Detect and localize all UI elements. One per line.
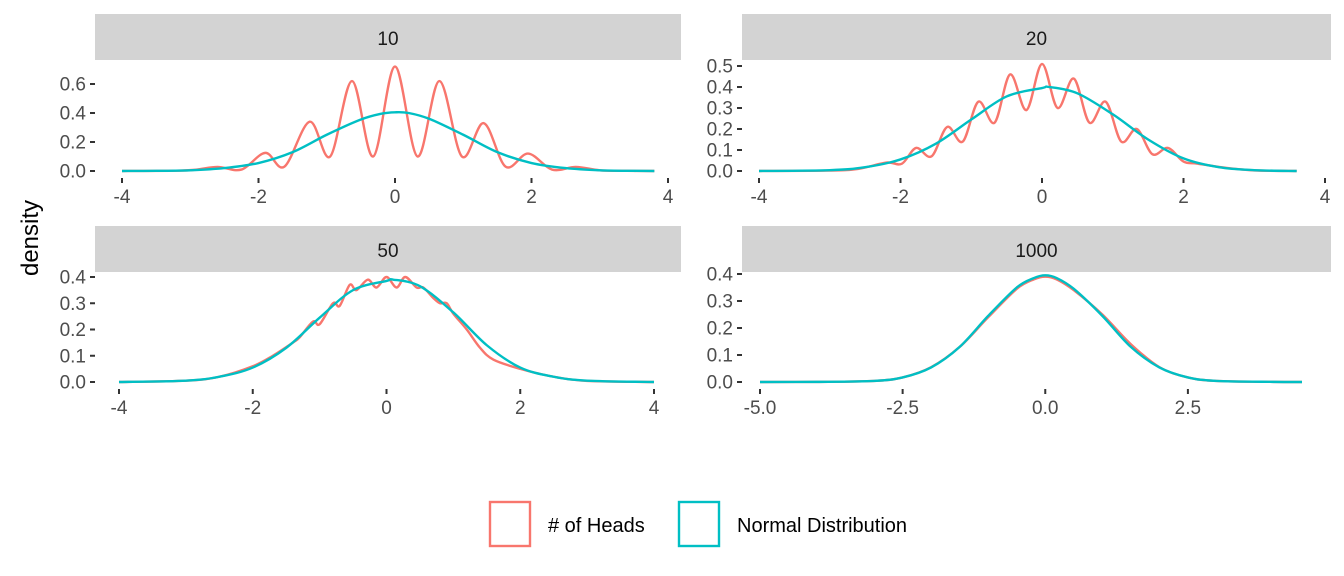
series-line-normal bbox=[758, 85, 1297, 173]
x-tick-label: 0 bbox=[381, 398, 392, 419]
x-tick-label: 4 bbox=[663, 187, 674, 208]
strip-background bbox=[95, 226, 681, 272]
legend: # of Heads Normal Distribution bbox=[488, 500, 907, 548]
y-tick-label: 0.5 bbox=[707, 57, 733, 78]
x-tick-label: -2 bbox=[250, 187, 267, 208]
legend-label: # of Heads bbox=[548, 515, 645, 537]
x-tick-label: 2.5 bbox=[1175, 398, 1201, 419]
x-tick-label: -4 bbox=[114, 187, 131, 208]
panel-20: 20 0.00.10.20.30.40.5 -4 -2 0 2 4 bbox=[707, 14, 1331, 208]
series-line-normal bbox=[121, 110, 655, 173]
y-tick-label: 0.3 bbox=[60, 294, 86, 315]
y-tick-label: 0.0 bbox=[60, 373, 86, 394]
y-tick-label: 0.2 bbox=[60, 133, 86, 154]
strip-label: 1000 bbox=[1015, 241, 1057, 262]
x-tick-label: -4 bbox=[751, 187, 768, 208]
legend-key bbox=[488, 500, 532, 548]
y-tick-label: 0.1 bbox=[707, 141, 733, 162]
x-tick-label: -5.0 bbox=[744, 398, 777, 419]
y-axis-label: density bbox=[17, 200, 44, 276]
x-tick-label: -2.5 bbox=[886, 398, 919, 419]
x-tick-label: 2 bbox=[526, 187, 537, 208]
strip-label: 50 bbox=[377, 241, 398, 262]
y-tick-label: 0.4 bbox=[707, 265, 734, 286]
y-tick-label: 0.4 bbox=[60, 104, 87, 125]
y-tick-label: 0.0 bbox=[707, 373, 733, 394]
y-tick-label: 0.6 bbox=[60, 75, 86, 96]
x-tick-label: 4 bbox=[1320, 187, 1331, 208]
panels: 100.00.20.40.6-4 -2 0 2 4200.00.10.20.30.40.… bbox=[60, 14, 1331, 419]
series-line-normal bbox=[759, 274, 1303, 384]
strip-label: 20 bbox=[1026, 29, 1047, 50]
x-tick-label: 4 bbox=[649, 398, 660, 419]
panel-50: 50 0.0 0.1 0.2 0.3 0.4 -4 -2 0 2 4 bbox=[60, 226, 681, 419]
panel-1000: 1000 0.0 0.1 0.2 0.3 0.4 -5.0 -2.5 0.0 2.5 bbox=[707, 226, 1331, 419]
legend-key bbox=[677, 500, 721, 548]
y-tick-label: 0.1 bbox=[707, 346, 733, 367]
legend-label: Normal Distribution bbox=[737, 515, 907, 537]
x-tick-label: 2 bbox=[515, 398, 526, 419]
y-tick-label: 0.0 bbox=[60, 162, 86, 183]
x-tick-label: -2 bbox=[244, 398, 261, 419]
x-tick-label: 0 bbox=[1037, 187, 1048, 208]
series-line-heads bbox=[121, 65, 655, 173]
y-tick-label: 0.2 bbox=[60, 320, 86, 341]
strip-label: 10 bbox=[377, 29, 398, 50]
strip-background bbox=[95, 14, 681, 60]
panel-10: 10 0.0 0.2 0.4 0.6 -4 -2 0 2 4 bbox=[60, 14, 681, 208]
x-tick-label: -2 bbox=[892, 187, 909, 208]
x-tick-label: 0 bbox=[390, 187, 401, 208]
series-line-heads bbox=[758, 62, 1297, 173]
y-tick-label: 0.3 bbox=[707, 99, 733, 120]
y-tick-label: 0.4 bbox=[707, 78, 734, 99]
strip-background bbox=[742, 14, 1331, 60]
y-tick-label: 0.1 bbox=[60, 346, 86, 367]
y-tick-label: 0.2 bbox=[707, 319, 733, 340]
y-tick-label: 0.2 bbox=[707, 120, 733, 141]
y-tick-label: 0.4 bbox=[60, 268, 87, 289]
y-tick-label: 0.0 bbox=[707, 162, 733, 183]
strip-background bbox=[742, 226, 1331, 272]
y-tick-label: 0.3 bbox=[707, 292, 733, 313]
x-tick-label: 0.0 bbox=[1032, 398, 1058, 419]
series-line-heads bbox=[759, 275, 1303, 384]
x-tick-label: -4 bbox=[111, 398, 128, 419]
series-line-heads bbox=[118, 275, 655, 384]
x-tick-label: 2 bbox=[1178, 187, 1189, 208]
series-line-normal bbox=[118, 277, 655, 384]
